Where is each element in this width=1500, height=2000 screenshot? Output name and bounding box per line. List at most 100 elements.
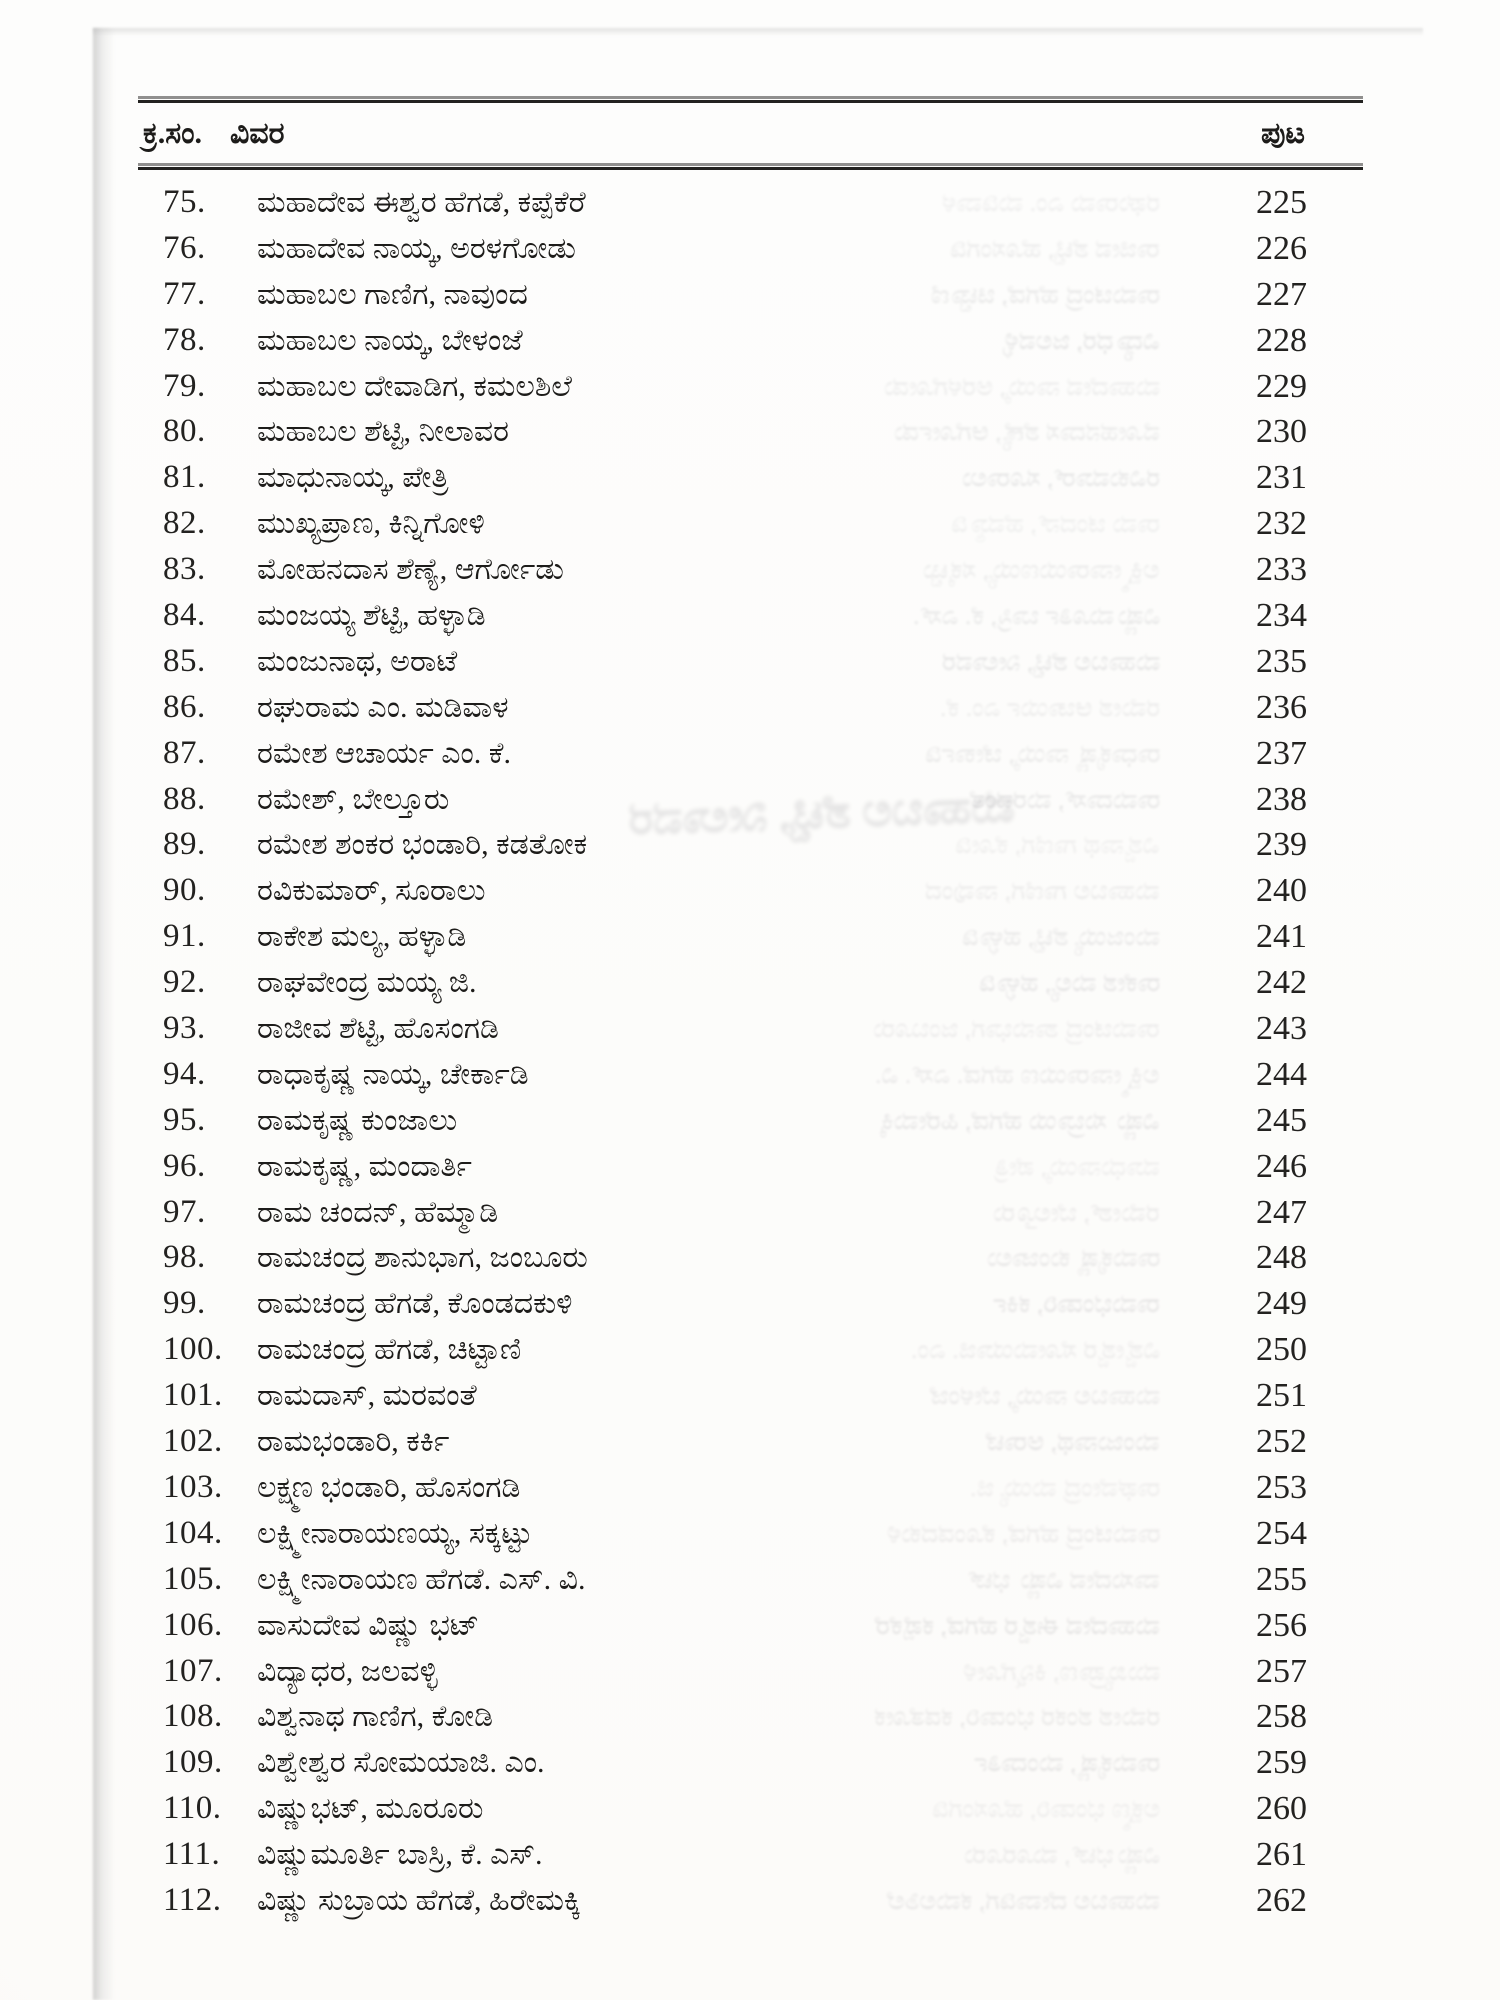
row-serial: 109.	[163, 1744, 223, 1781]
index-row: ರಮೇಶ ಶಂಕರ ಭಂಡಾರಿ, ಕಡತೋಕ 108. ವಿಶ್ವನಾಥ ಗಾ…	[0, 1694, 1500, 1740]
row-page: 259	[1256, 1744, 1307, 1782]
index-row: ವಿಶ್ವನಾಥ ಗಾಣಿಗ, ಕೋಡಿ 89. ರಮೇಶ ಶಂಕರ ಭಂಡಾರ…	[0, 822, 1500, 868]
bleedthrough-ghost-line: ಮಹಾದೇವ ಈಶ್ವರ ಹೆಗಡೆ, ಕಪ್ಪೆಕೆರೆ	[875, 1610, 1160, 1640]
row-serial: 110.	[163, 1790, 222, 1827]
row-name: ವಿಷ್ಣು ಸುಬ್ರಾಯ ಹೆಗಡೆ, ಹಿರೇಮಕ್ಕಿ	[257, 1883, 581, 1917]
row-page: 233	[1256, 551, 1307, 589]
scan-edge-top	[93, 28, 1423, 36]
row-serial: 81.	[163, 459, 206, 496]
bleedthrough-ghost-line: ರಾಮಭಂಡಾರಿ, ಕರ್ಕಿ	[993, 1289, 1160, 1319]
row-serial: 103.	[163, 1468, 223, 1505]
row-page: 239	[1256, 826, 1307, 864]
row-serial: 91.	[163, 918, 206, 955]
row-page: 238	[1256, 780, 1307, 818]
row-name: ರಘುರಾಮ ಎಂ. ಮಡಿವಾಳ	[257, 690, 509, 724]
index-row: ಮೋಹನದಾಸ ಶೆಣ್ಯೆ, ಆರ್ಗೋಡು 80. ಮಹಾಬಲ ಶೆಟ್ಟಿ…	[0, 409, 1500, 455]
index-row: ಮಂಜುನಾಥ, ಅರಾಟೆ 102. ರಾಮಭಂಡಾರಿ, ಕರ್ಕಿ 252	[0, 1419, 1500, 1465]
row-page: 254	[1256, 1514, 1307, 1552]
row-serial: 88.	[163, 780, 206, 817]
row-page: 251	[1256, 1377, 1307, 1415]
index-row: ರಾಮದಾಸ್, ಮರವಂತೆ 88. ರಮೇಶ್, ಬೇಲ್ತೂರು 238	[0, 777, 1500, 823]
index-row: ಲಕ್ಷ್ಮೀನಾರಾಯಣಯ್ಯ, ಸಕ್ಕಟ್ಟು 83. ಮೋಹನದಾಸ ಶ…	[0, 547, 1500, 593]
row-page: 234	[1256, 597, 1307, 635]
row-name: ರಾಘವೇಂದ್ರ ಮಯ್ಯ ಜಿ.	[257, 966, 477, 1000]
index-row: ವಿಷ್ಣುಭಟ್, ಮೂರೂರು 111. ವಿಷ್ಣುಮೂರ್ತಿ ಬಾಸ್…	[0, 1832, 1500, 1878]
index-row: ರವಿಕುಮಾರ್, ಸೂರಾಲು 81. ಮಾಧುನಾಯ್ಕ, ಪೇತ್ರಿ …	[0, 455, 1500, 501]
bleedthrough-ghost-line: ಮಹಾದೇವ ನಾಯ್ಕ, ಅರಳಗೋಡು	[883, 371, 1160, 401]
row-name: ಮಹಾದೇವ ನಾಯ್ಕ, ಅರಳಗೋಡು	[257, 231, 576, 265]
index-row: ಮಾಧುನಾಯ್ಕ, ಪೇತ್ರಿ 96. ರಾಮಕೃಷ್ಣ, ಮಂದಾರ್ತಿ…	[0, 1144, 1500, 1190]
row-name: ಲಕ್ಷ್ಮೀನಾರಾಯಣಯ್ಯ, ಸಕ್ಕಟ್ಟು	[257, 1516, 533, 1550]
row-page: 235	[1256, 642, 1307, 680]
row-name: ವಿಶ್ವನಾಥ ಗಾಣಿಗ, ಕೋಡಿ	[257, 1700, 493, 1734]
bleedthrough-ghost-line: ರಾಕೇಶ ಮಲ್ಯ, ಹಳ್ಳಾಡಿ	[978, 968, 1160, 998]
bleedthrough-ghost-line: ರಾಮ ಚಂದನ್, ಹೆಮ್ಮಾಡಿ	[951, 509, 1160, 539]
bleedthrough-ghost-line: ಲಕ್ಷ್ಮೀನಾರಾಯಣಯ್ಯ, ಸಕ್ಕಟ್ಟು	[921, 555, 1160, 585]
bleedthrough-ghost-line: ರಘುರಾಮ ಎಂ. ಮಡಿವಾಳ	[941, 188, 1160, 217]
index-rows: ರಘುರಾಮ ಎಂ. ಮಡಿವಾಳ 75. ಮಹಾದೇವ ಈಶ್ವರ ಹೆಗಡೆ…	[0, 180, 1500, 1924]
row-name: ರಾಧಾಕೃಷ್ಣ ನಾಯ್ಕ, ಚೇರ್ಕಾಡಿ	[257, 1057, 529, 1091]
row-page: 227	[1256, 275, 1307, 313]
row-page: 243	[1256, 1010, 1307, 1048]
row-name: ರಾಮಚಂದ್ರ ಹೆಗಡೆ, ಕೊಂಡದಕುಳಿ	[257, 1287, 573, 1321]
index-row: ವಿಷ್ಣುಮೂರ್ತಿ ಬಾಸ್ರಿ, ಕೆ. ಎಸ್. 84. ಮಂಜಯ್ಯ…	[0, 593, 1500, 639]
row-serial: 96.	[163, 1147, 206, 1184]
row-serial: 90.	[163, 872, 206, 909]
row-serial: 101.	[163, 1377, 223, 1414]
bleedthrough-ghost-line: ವಿಷ್ಣುಮೂರ್ತಿ ಬಾಸ್ರಿ, ಕೆ. ಎಸ್.	[912, 601, 1160, 631]
row-page: 246	[1256, 1147, 1307, 1185]
table-header-bottom-rule	[138, 167, 1363, 170]
row-serial: 77.	[163, 275, 206, 312]
row-page: 247	[1256, 1193, 1307, 1231]
bleedthrough-ghost-line: ವಿದ್ಯಾಧರ, ಜಲವಳ್ಳಿ	[1003, 325, 1160, 355]
index-row: ರಾಧಾಕೃಷ್ಣ ನಾಯ್ಕ, ಚೇರ್ಕಾಡಿ 87. ರಮೇಶ ಆಚಾರ್…	[0, 731, 1500, 777]
row-page: 242	[1256, 964, 1307, 1002]
row-name: ರಮೇಶ್, ಬೇಲ್ತೂರು	[257, 782, 450, 816]
row-name: ಮೋಹನದಾಸ ಶೆಣ್ಯೆ, ಆರ್ಗೋಡು	[257, 553, 564, 587]
row-page: 241	[1256, 918, 1307, 956]
bleedthrough-ghost-line: ರಾಜೀವ ಶೆಟ್ಟಿ, ಹೊಸಂಗಡಿ	[950, 233, 1160, 263]
row-serial: 107.	[163, 1652, 223, 1689]
index-row: ರಾಕೇಶ ಮಲ್ಯ, ಹಳ್ಳಾಡಿ 92. ರಾಘವೇಂದ್ರ ಮಯ್ಯ ಜ…	[0, 960, 1500, 1006]
row-page: 250	[1256, 1331, 1307, 1369]
row-name: ಮಹಾಬಲ ಗಾಣಿಗ, ನಾವುಂದ	[257, 277, 528, 311]
row-page: 229	[1256, 367, 1307, 405]
row-page: 230	[1256, 413, 1307, 451]
index-row: ರಾಮಕೃಷ್ಣ, ಮಂದಾರ್ತಿ 109. ವಿಶ್ವೇಶ್ವರ ಸೋಮಯಾ…	[0, 1740, 1500, 1786]
row-serial: 98.	[163, 1239, 206, 1276]
row-name: ವಿಷ್ಣುಭಟ್, ಮೂರೂರು	[257, 1792, 484, 1826]
index-row: ರಾಮ ಚಂದನ್, ಹೆಮ್ಮಾಡಿ 82. ಮುಖ್ಯಪ್ರಾಣ, ಕಿನ್…	[0, 501, 1500, 547]
row-page: 231	[1256, 459, 1307, 497]
column-header-page: ಪುಟ	[1260, 117, 1305, 150]
row-page: 245	[1256, 1101, 1307, 1139]
row-serial: 93.	[163, 1010, 206, 1047]
row-serial: 97.	[163, 1193, 206, 1230]
bleedthrough-ghost-line: ವಿಶ್ವನಾಥ ಗಾಣಿಗ, ಕೋಡಿ	[955, 830, 1160, 860]
row-page: 255	[1256, 1560, 1307, 1598]
index-row: ಲಕ್ಷ್ಮಣ ಭಂಡಾರಿ, ಹೊಸಂಗಡಿ 110. ವಿಷ್ಣುಭಟ್, …	[0, 1786, 1500, 1832]
index-row: ಮುಖ್ಯಪ್ರಾಣ, ಕಿನ್ನಿಗೋಳಿ 107. ವಿದ್ಯಾಧರ, ಜಲ…	[0, 1649, 1500, 1695]
row-page: 237	[1256, 734, 1307, 772]
row-serial: 89.	[163, 826, 206, 863]
bleedthrough-ghost-line: ರಾಘವೇಂದ್ರ ಮಯ್ಯ ಜಿ.	[969, 1472, 1160, 1502]
row-serial: 82.	[163, 505, 206, 542]
bleedthrough-ghost-line: ರವಿಕುಮಾರ್, ಸೂರಾಲು	[961, 463, 1160, 493]
row-name: ರಾಜೀವ ಶೆಟ್ಟಿ, ಹೊಸಂಗಡಿ	[257, 1012, 499, 1046]
row-serial: 102.	[163, 1423, 223, 1460]
column-header-serial: ಕ್ರ.ಸಂ.	[143, 117, 202, 150]
row-serial: 78.	[163, 321, 206, 358]
bleedthrough-ghost-line: ರಾಮಚಂದ್ರ ಹೆಗಡೆ, ಕೊಂಡದಕುಳಿ	[886, 1518, 1160, 1548]
row-serial: 104.	[163, 1514, 223, 1551]
row-serial: 92.	[163, 964, 206, 1001]
row-name: ವಿಶ್ವೇಶ್ವರ ಸೋಮಯಾಜಿ. ಎಂ.	[257, 1746, 545, 1780]
index-row: ರಮೇಶ ಆಚಾರ್ಯ ಎಂ. ಕೆ. 86. ರಘುರಾಮ ಎಂ. ಮಡಿವಾ…	[0, 685, 1500, 731]
index-row: ವಿಶ್ವೇಶ್ವರ ಸೋಮಯಾಜಿ. ಎಂ. 100. ರಾಮಚಂದ್ರ ಹೆ…	[0, 1327, 1500, 1373]
row-page: 261	[1256, 1836, 1307, 1874]
index-row: ಮಹಾದೇವ ಈಶ್ವರ ಹೆಗಡೆ, ಕಪ್ಪೆಕೆರೆ 106. ವಾಸುದ…	[0, 1603, 1500, 1649]
bleedthrough-ghost-line: ಲಕ್ಷ್ಮಣ ಭಂಡಾರಿ, ಹೊಸಂಗಡಿ	[931, 1794, 1160, 1824]
row-serial: 106.	[163, 1606, 223, 1643]
row-page: 253	[1256, 1468, 1307, 1506]
row-serial: 99.	[163, 1285, 206, 1322]
row-name: ರಮೇಶ ಶಂಕರ ಭಂಡಾರಿ, ಕಡತೋಕ	[257, 828, 588, 862]
